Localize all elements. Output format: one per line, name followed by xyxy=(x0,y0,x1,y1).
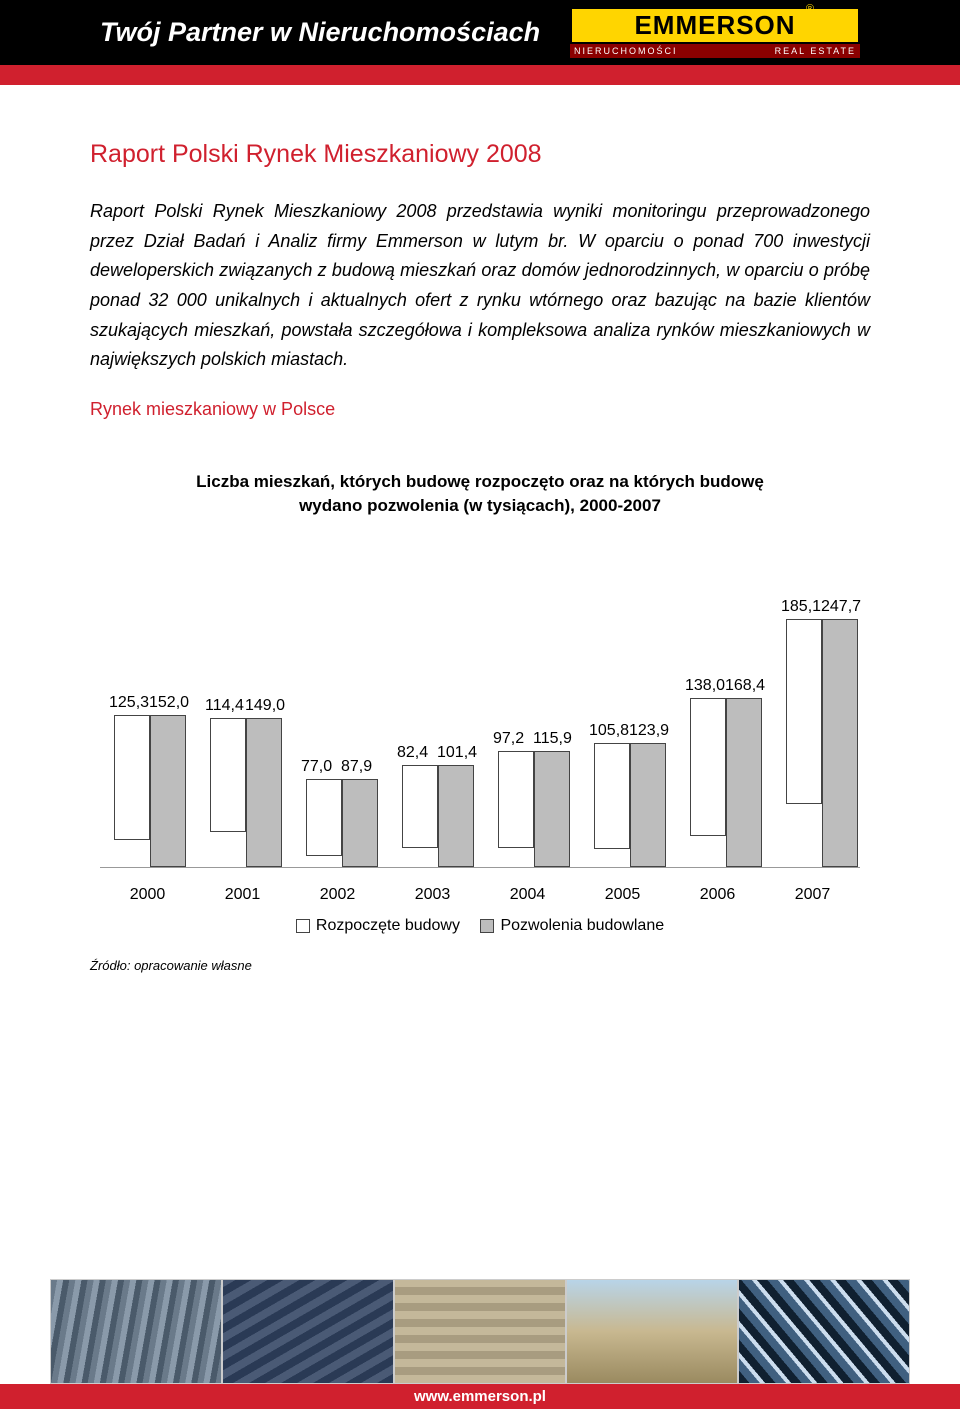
bar-series-a: 82,4 xyxy=(402,765,438,847)
chart-legend: Rozpoczęte budowy Pozwolenia budowlane xyxy=(100,917,860,938)
bar-series-b: 123,9 xyxy=(630,743,666,867)
bar-series-a: 105,8 xyxy=(594,743,630,849)
bar-series-b: 247,7 xyxy=(822,619,858,867)
bar-series-a: 97,2 xyxy=(498,751,534,848)
chart-title-line1: Liczba mieszkań, których budowę rozpoczę… xyxy=(196,472,764,491)
logo-sub-left: NIERUCHOMOŚCI xyxy=(574,46,678,56)
header-content: Twój Partner w Nieruchomościach ® EMMERS… xyxy=(50,0,910,65)
bar-series-a: 114,4 xyxy=(210,718,246,832)
footer-photo-1 xyxy=(50,1279,222,1384)
bar-series-a: 77,0 xyxy=(306,779,342,856)
bar-series-b: 101,4 xyxy=(438,765,474,866)
logo-subtext: NIERUCHOMOŚCI REAL ESTATE xyxy=(570,44,860,58)
page-body: Raport Polski Rynek Mieszkaniowy 2008 Ra… xyxy=(0,85,960,993)
x-tick: 2004 xyxy=(480,886,575,904)
bar-label-b: 123,9 xyxy=(629,722,689,740)
bar-series-b: 168,4 xyxy=(726,698,762,866)
page-header: Twój Partner w Nieruchomościach ® EMMERS… xyxy=(0,0,960,85)
bar-group: 82,4101,4 xyxy=(396,765,480,866)
bar-series-a: 185,1 xyxy=(786,619,822,804)
footer-photo-5 xyxy=(738,1279,910,1384)
bar-label-b: 87,9 xyxy=(341,758,401,776)
section-heading: Rynek mieszkaniowy w Polsce xyxy=(90,399,870,420)
bar-label-b: 149,0 xyxy=(245,697,305,715)
report-title: Raport Polski Rynek Mieszkaniowy 2008 xyxy=(90,140,870,169)
x-tick: 2006 xyxy=(670,886,765,904)
legend-label-a: Rozpoczęte budowy xyxy=(316,917,460,935)
bar-series-b: 152,0 xyxy=(150,715,186,867)
bar-chart: 125,3152,0114,4149,077,087,982,4101,497,… xyxy=(100,578,860,938)
brand-logo: ® EMMERSON NIERUCHOMOŚCI REAL ESTATE xyxy=(570,7,860,58)
footer-photo-4 xyxy=(566,1279,738,1384)
bar-group: 77,087,9 xyxy=(300,779,384,867)
bar-label-b: 168,4 xyxy=(725,677,785,695)
bar-series-a: 138,0 xyxy=(690,698,726,836)
legend-swatch-white xyxy=(296,919,310,933)
intro-paragraph: Raport Polski Rynek Mieszkaniowy 2008 pr… xyxy=(90,197,870,375)
bar-series-b: 87,9 xyxy=(342,779,378,867)
header-slogan: Twój Partner w Nieruchomościach xyxy=(100,11,550,54)
chart-source: Źródło: opracowanie własne xyxy=(90,958,870,973)
bar-group: 105,8123,9 xyxy=(588,743,672,867)
bar-series-a: 125,3 xyxy=(114,715,150,840)
footer-url: www.emmerson.pl xyxy=(0,1384,960,1409)
bar-label-b: 115,9 xyxy=(533,730,593,748)
bar-label-b: 152,0 xyxy=(149,694,209,712)
chart-title: Liczba mieszkań, których budowę rozpoczę… xyxy=(90,470,870,518)
bar-label-b: 101,4 xyxy=(437,744,497,762)
bar-label-b: 247,7 xyxy=(821,598,881,616)
bar-group: 138,0168,4 xyxy=(684,698,768,866)
x-tick: 2007 xyxy=(765,886,860,904)
photo-strip xyxy=(0,1279,960,1384)
bar-series-b: 149,0 xyxy=(246,718,282,867)
bar-group: 114,4149,0 xyxy=(204,718,288,867)
legend-item-b: Pozwolenia budowlane xyxy=(480,917,664,935)
chart-x-axis: 20002001200220032004200520062007 xyxy=(100,886,860,904)
x-tick: 2000 xyxy=(100,886,195,904)
bar-group: 185,1247,7 xyxy=(780,619,864,867)
chart-plot-area: 125,3152,0114,4149,077,087,982,4101,497,… xyxy=(100,608,860,868)
legend-swatch-gray xyxy=(480,919,494,933)
page-footer: www.emmerson.pl xyxy=(0,1279,960,1409)
bar-group: 125,3152,0 xyxy=(108,715,192,867)
logo-main-text: EMMERSON xyxy=(570,7,860,44)
x-tick: 2005 xyxy=(575,886,670,904)
footer-photo-3 xyxy=(394,1279,566,1384)
legend-item-a: Rozpoczęte budowy xyxy=(296,917,460,935)
bar-series-b: 115,9 xyxy=(534,751,570,867)
registered-icon: ® xyxy=(806,3,814,15)
x-tick: 2003 xyxy=(385,886,480,904)
x-tick: 2002 xyxy=(290,886,385,904)
x-tick: 2001 xyxy=(195,886,290,904)
bar-group: 97,2115,9 xyxy=(492,751,576,867)
chart-title-line2: wydano pozwolenia (w tysiącach), 2000-20… xyxy=(299,496,661,515)
legend-label-b: Pozwolenia budowlane xyxy=(500,917,664,935)
logo-sub-right: REAL ESTATE xyxy=(775,46,856,56)
footer-photo-2 xyxy=(222,1279,394,1384)
